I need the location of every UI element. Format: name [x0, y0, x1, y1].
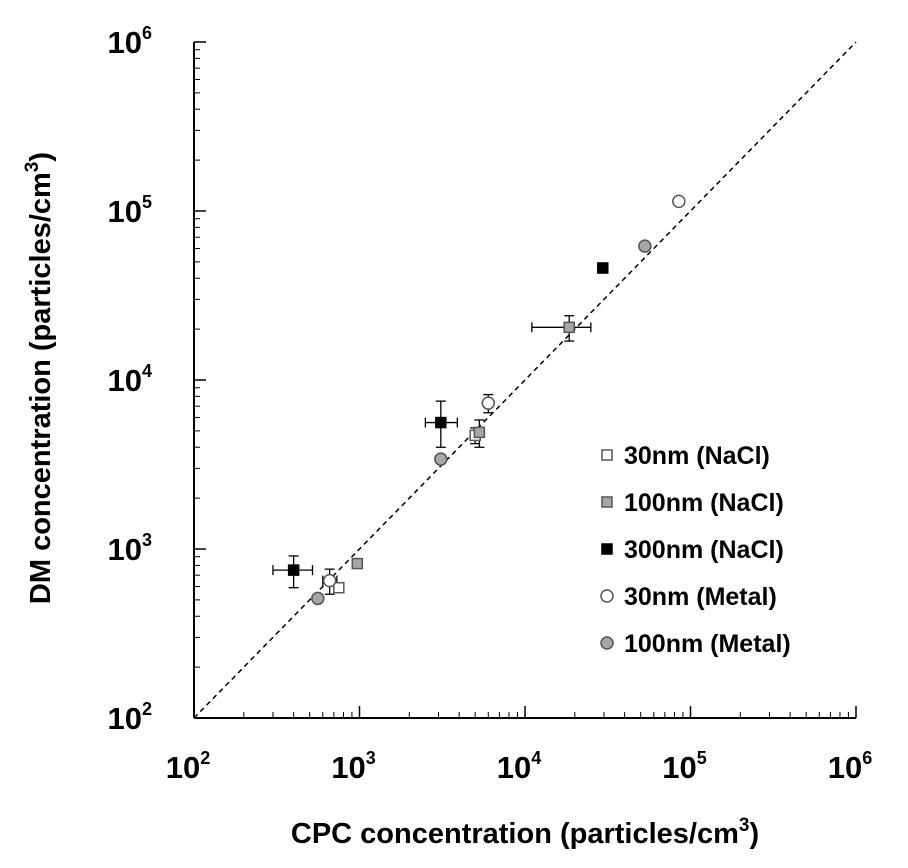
legend-label: 30nm (NaCl): [624, 442, 770, 470]
data-point: [351, 557, 364, 570]
legend-marker: [601, 496, 613, 508]
reference-line: [193, 41, 857, 719]
data-point: [287, 564, 300, 576]
x-tick-label: 105: [662, 748, 707, 785]
data-point: [435, 416, 447, 429]
legend-marker: [600, 636, 614, 650]
x-tick-label: 102: [166, 748, 211, 785]
legend-label: 100nm (NaCl): [624, 489, 784, 517]
legend-label: 300nm (NaCl): [624, 536, 784, 564]
y-axis-title: DM concentration (particles/cm3): [22, 152, 57, 604]
legend-marker: [601, 449, 613, 461]
legend-label: 100nm (Metal): [624, 630, 791, 658]
legend-marker: [601, 543, 613, 555]
data-point: [311, 591, 325, 606]
x-axis-title: CPC concentration (particles/cm3): [291, 815, 759, 850]
x-tick-label: 106: [828, 748, 873, 785]
x-tick-label: 103: [331, 748, 376, 785]
tick-labels: 102 103 104 105 106 102 103 104 105 106: [108, 23, 873, 785]
y-tick-label: 106: [108, 23, 153, 60]
legend-label: 30nm (Metal): [624, 583, 777, 611]
y-tick-label: 102: [108, 699, 153, 736]
data-point: [473, 426, 486, 439]
data-point: [322, 573, 337, 588]
x-tick-label: 104: [497, 748, 542, 785]
legend: 30nm (NaCl) 100nm (NaCl) 300nm (NaCl) 30nm …: [600, 442, 791, 658]
data-point: [333, 581, 345, 594]
data-point: [434, 452, 448, 466]
legend-marker: [600, 589, 614, 603]
data-point: [638, 239, 652, 253]
data-markers: [287, 194, 686, 606]
y-tick-label: 105: [108, 192, 153, 229]
data-point: [597, 262, 609, 274]
y-tick-label: 103: [108, 530, 153, 567]
data-point: [481, 396, 496, 410]
y-tick-label: 104: [108, 361, 153, 398]
data-point: [672, 194, 686, 209]
data-point: [563, 321, 575, 334]
